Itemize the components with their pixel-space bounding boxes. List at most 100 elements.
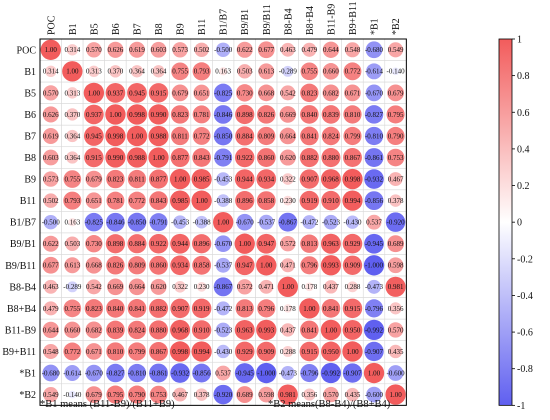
correlation-value: 0.570 xyxy=(388,326,404,334)
correlation-value: -0.614 xyxy=(365,68,384,76)
correlation-value: 0.322 xyxy=(172,283,188,291)
correlation-value: 0.178 xyxy=(302,283,318,291)
correlation-circle xyxy=(66,151,79,164)
column-label: B9/B11 xyxy=(262,4,273,35)
correlation-value: 0.867 xyxy=(345,154,361,162)
correlation-circle xyxy=(279,127,297,145)
correlation-circle xyxy=(299,341,320,362)
correlation-value: 1.00 xyxy=(217,219,230,227)
correlation-circle xyxy=(148,298,169,318)
correlation-circle xyxy=(149,255,168,275)
correlation-value: -0.430 xyxy=(214,348,233,356)
correlation-value: 0.947 xyxy=(237,262,253,270)
correlation-circle xyxy=(170,363,190,383)
correlation-circle xyxy=(192,363,212,383)
correlation-value: -0.523 xyxy=(214,326,233,334)
correlation-circle xyxy=(342,320,363,340)
correlation-circle xyxy=(386,126,405,146)
correlation-circle xyxy=(321,105,341,124)
correlation-value: 0.981 xyxy=(388,283,404,291)
correlation-circle xyxy=(66,87,79,99)
correlation-value: 0.998 xyxy=(108,132,124,140)
correlation-value: -0.791 xyxy=(214,154,233,162)
correlation-circle xyxy=(128,278,146,296)
correlation-value: 0.823 xyxy=(172,111,188,119)
column-label: B7 xyxy=(132,23,143,35)
column-label: B8+B4 xyxy=(305,6,316,35)
correlation-value: -0.932 xyxy=(171,369,190,377)
colorbar-tick-label: 1 xyxy=(517,35,522,46)
colorbar-tick-label: -1 xyxy=(517,401,525,412)
correlation-value: 0.994 xyxy=(345,197,361,205)
correlation-circle xyxy=(257,84,275,102)
correlation-value: 0.682 xyxy=(323,89,339,97)
colorbar-tick-label: -0.2 xyxy=(517,254,533,265)
correlation-circle xyxy=(213,212,234,233)
correlation-value: 0.378 xyxy=(388,197,404,205)
correlation-value: 0.990 xyxy=(108,154,124,162)
correlation-value: 0.537 xyxy=(366,219,382,227)
correlation-circle xyxy=(234,363,255,383)
correlation-value: -0.992 xyxy=(322,369,341,377)
correlation-circle xyxy=(149,385,168,404)
correlation-value: 0.841 xyxy=(129,305,145,313)
correlation-value: -0.907 xyxy=(365,348,384,356)
correlation-value: 0.467 xyxy=(388,175,404,183)
correlation-circle xyxy=(148,169,169,189)
correlation-value: 1.00 xyxy=(346,348,359,356)
correlation-value: 0.651 xyxy=(86,197,102,205)
correlation-circle xyxy=(43,387,59,403)
correlation-value: 0.937 xyxy=(108,89,124,97)
correlation-value: 0.178 xyxy=(280,305,296,313)
correlation-circle xyxy=(192,105,211,124)
correlation-value: 0.843 xyxy=(151,197,167,205)
correlation-circle xyxy=(85,170,103,188)
correlation-circle xyxy=(235,190,255,211)
correlation-value: 0.626 xyxy=(43,111,59,119)
correlation-value: 0.860 xyxy=(151,262,167,270)
correlation-value: -0.932 xyxy=(365,175,384,183)
correlation-circle xyxy=(148,104,169,125)
correlation-circle xyxy=(45,65,57,78)
correlation-circle xyxy=(106,320,125,340)
colorbar-tick-label: 0.8 xyxy=(517,71,530,82)
correlation-circle xyxy=(389,194,402,207)
correlation-value: -0.140 xyxy=(387,68,406,76)
correlation-value: 0.843 xyxy=(194,154,210,162)
correlation-circle xyxy=(150,278,167,295)
correlation-value: 0.867 xyxy=(151,348,167,356)
correlation-circle xyxy=(365,84,383,102)
correlation-value: 0.809 xyxy=(258,132,274,140)
correlation-circle xyxy=(215,365,231,381)
correlation-circle xyxy=(385,276,406,297)
correlation-circle xyxy=(236,41,253,58)
colorbar-tick-label: 0.6 xyxy=(517,108,530,119)
correlation-circle xyxy=(234,169,255,189)
correlation-circle xyxy=(43,85,59,101)
correlation-circle xyxy=(106,299,125,318)
correlation-circle xyxy=(84,212,104,232)
correlation-circle xyxy=(258,386,275,403)
correlation-circle xyxy=(321,147,341,168)
correlation-circle xyxy=(192,148,211,167)
correlation-value: 0.826 xyxy=(258,111,274,119)
footnote-b2-definition: *B2 means(B8-B4)/(B8+B4) xyxy=(268,399,391,410)
correlation-circle xyxy=(344,42,361,58)
correlation-circle xyxy=(299,147,319,168)
correlation-value: 0.896 xyxy=(194,240,210,248)
correlation-circle xyxy=(388,172,403,187)
correlation-circle xyxy=(148,125,169,147)
correlation-value: 0.884 xyxy=(237,132,253,140)
correlation-value: 1.00 xyxy=(303,305,316,313)
correlation-circle xyxy=(386,148,405,167)
correlation-value: -0.825 xyxy=(214,89,233,97)
correlation-circle xyxy=(66,281,78,293)
correlation-value: 0.994 xyxy=(194,348,210,356)
correlation-value: 1.00 xyxy=(131,132,144,140)
correlation-circle xyxy=(85,364,103,382)
correlation-circle xyxy=(234,147,255,168)
correlation-circle xyxy=(323,214,339,230)
correlation-value: 0.613 xyxy=(258,68,274,76)
correlation-circle xyxy=(83,126,104,146)
